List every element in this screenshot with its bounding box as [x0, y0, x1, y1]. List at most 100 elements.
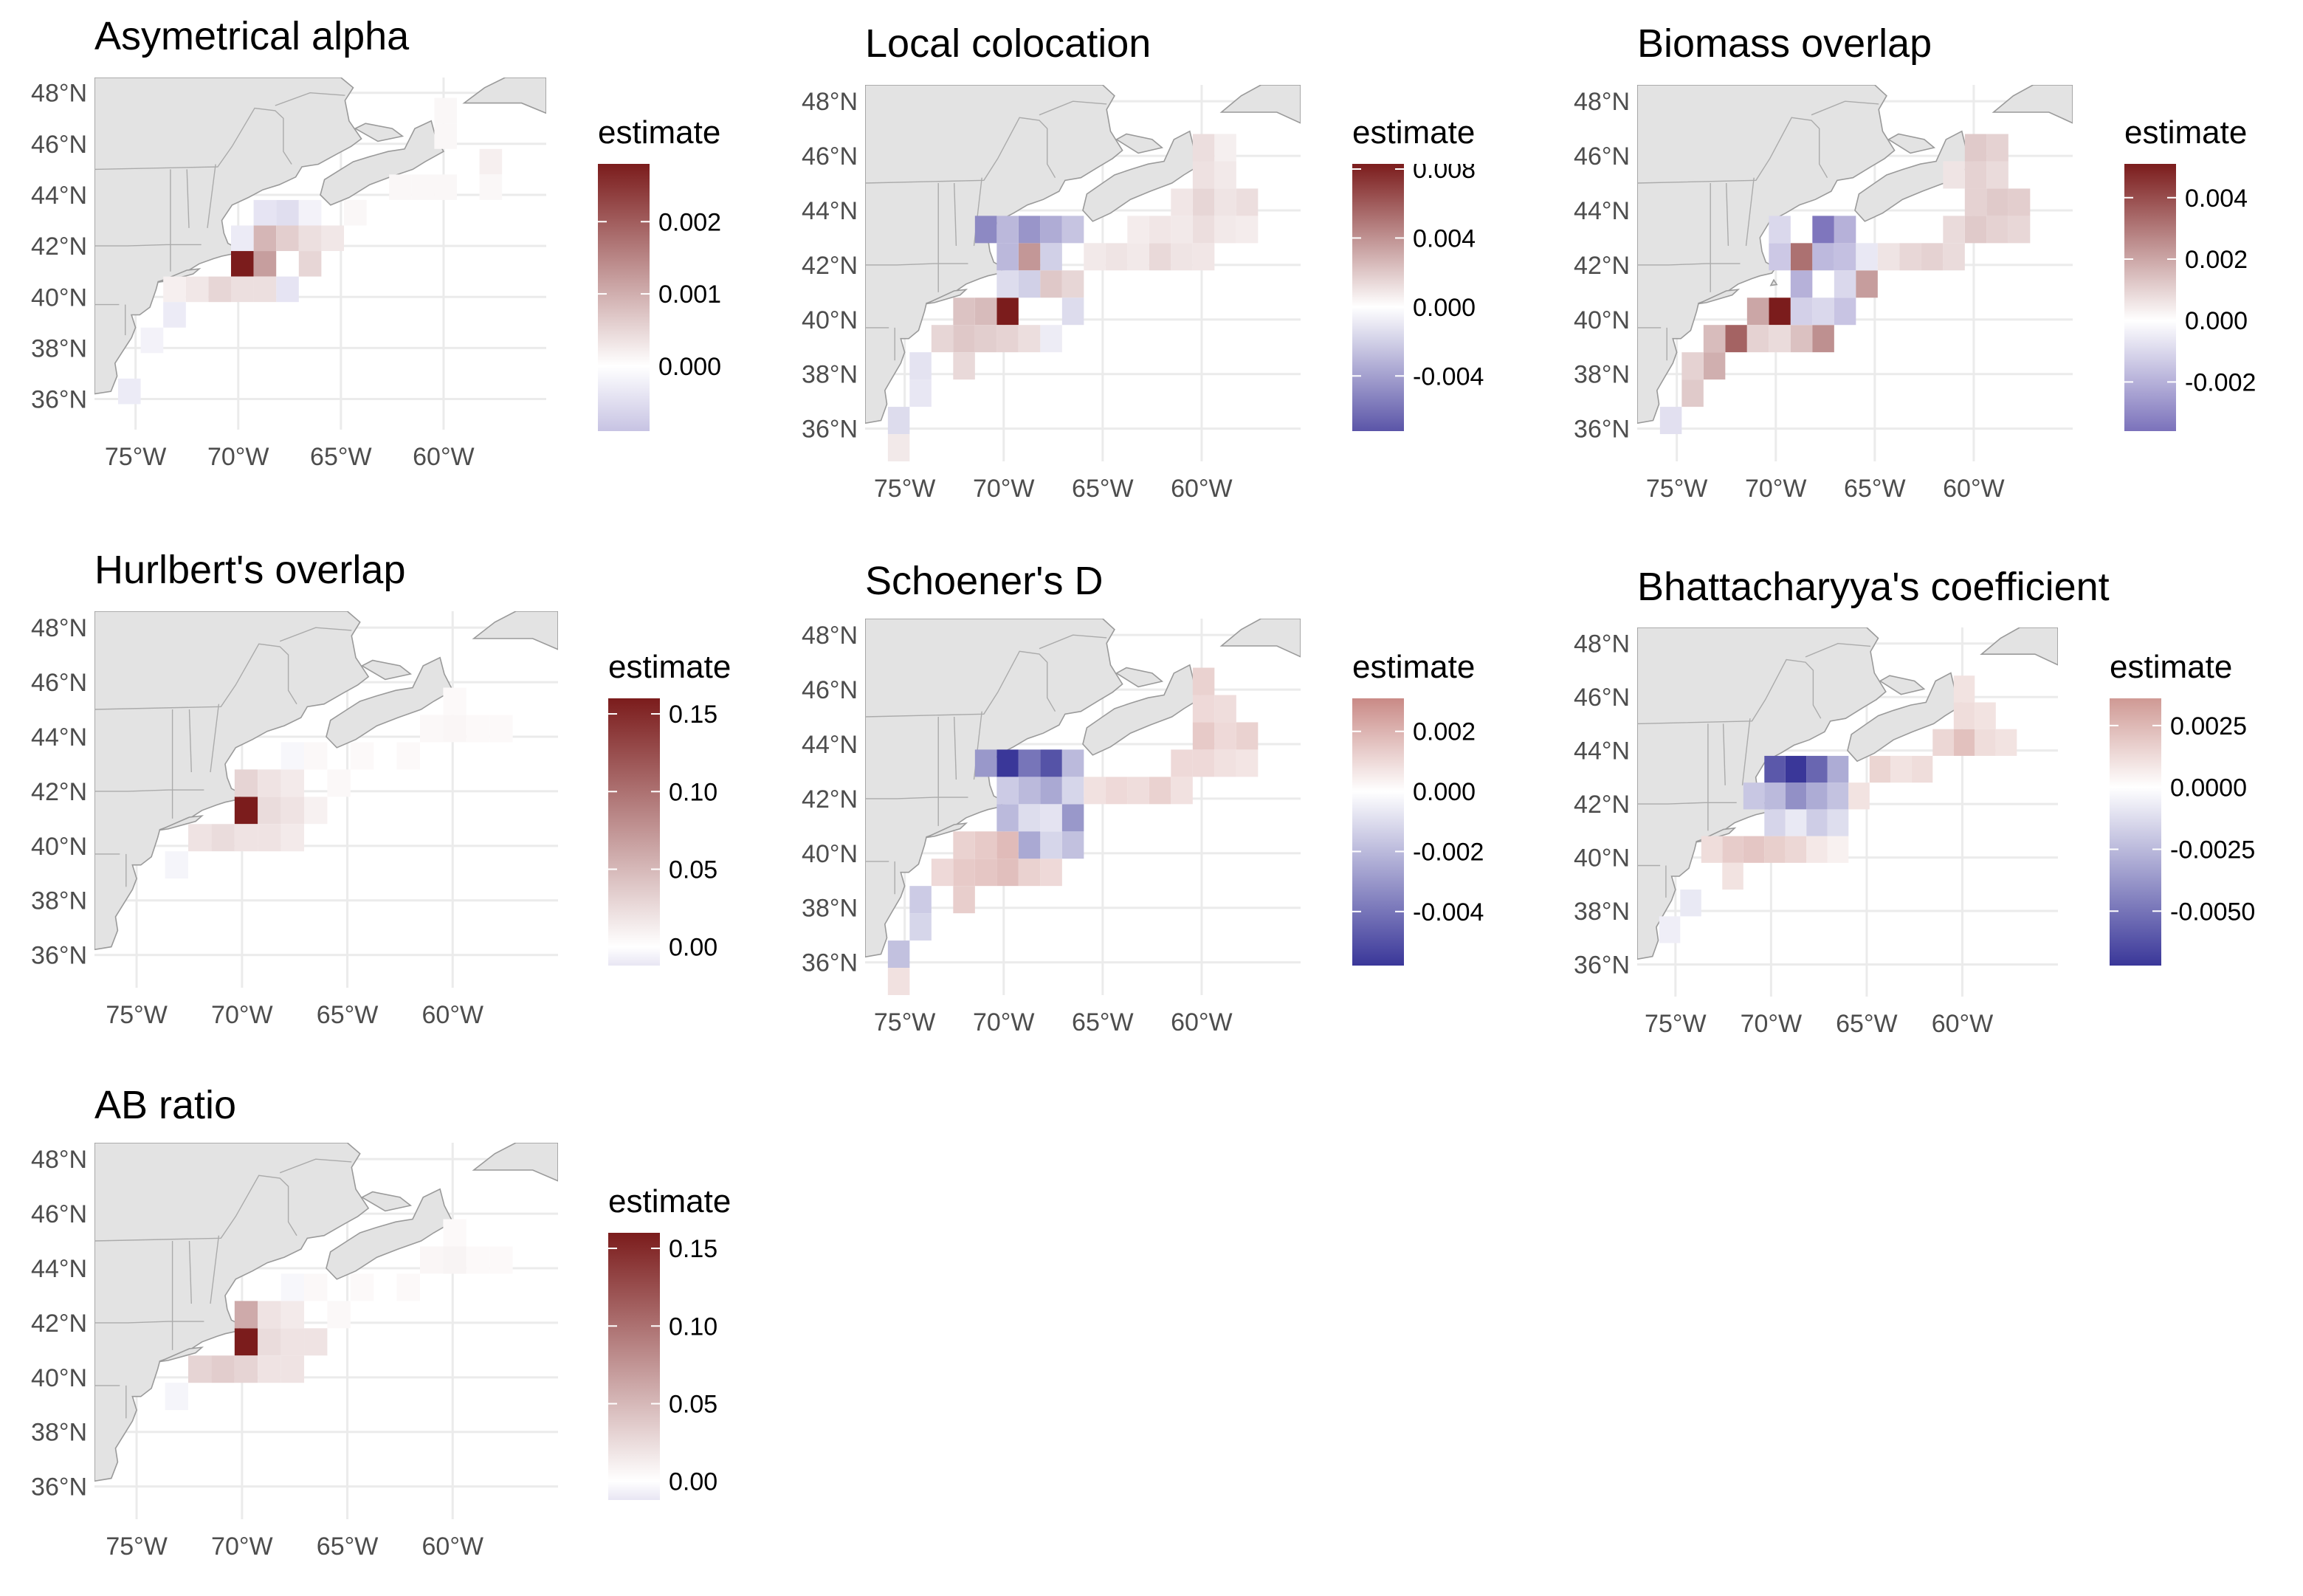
grid-cell	[887, 940, 910, 969]
grid-cell	[211, 824, 235, 852]
legend-title: estimate	[608, 1183, 731, 1220]
y-tick-label: 36°N	[1574, 416, 1630, 444]
grid-cell	[1911, 755, 1933, 783]
land-polygon	[1879, 675, 1926, 695]
grid-cell	[1869, 755, 1891, 783]
x-tick-label: 70°W	[211, 1533, 273, 1561]
grid-cell	[1214, 134, 1236, 162]
grid-cell	[304, 797, 328, 825]
grid-cell	[1192, 161, 1215, 189]
x-tick-label: 60°W	[1932, 1010, 1994, 1038]
y-tick-label: 38°N	[31, 887, 87, 915]
y-tick-label: 40°N	[1574, 306, 1630, 334]
colorbar-tick-label: 0.000	[2185, 307, 2248, 335]
colorbar-tick-label: 0.10	[669, 1313, 717, 1341]
state-border	[1637, 658, 1822, 725]
x-tick-label: 75°W	[1645, 1010, 1707, 1038]
y-tick-label: 44°N	[802, 197, 858, 225]
colorbar-gradient	[598, 164, 650, 431]
grid-cell	[1827, 782, 1849, 810]
y-tick-label: 38°N	[802, 361, 858, 389]
grid-cell	[1806, 809, 1828, 836]
grid-cell	[931, 325, 954, 353]
x-tick-label: 65°W	[1072, 1008, 1134, 1036]
grid-cell	[1899, 243, 1921, 271]
x-tick-label: 65°W	[1072, 475, 1134, 503]
state-border	[186, 169, 190, 228]
grid-cell	[258, 797, 281, 825]
grid-cell	[1953, 729, 1975, 756]
legend-title: estimate	[2110, 649, 2233, 685]
grid-cell	[165, 851, 189, 879]
x-tick-label: 65°W	[1836, 1010, 1898, 1038]
y-tick-label: 46°N	[802, 676, 858, 704]
grid-cell	[258, 1355, 281, 1383]
grid-cell	[887, 407, 910, 435]
grid-cell	[1018, 804, 1041, 832]
colorbar-gradient	[608, 698, 660, 966]
grid-cell	[1127, 243, 1149, 271]
y-tick-label: 46°N	[31, 131, 87, 159]
grid-cell	[280, 742, 305, 770]
colorbar-gradient	[1352, 698, 1404, 966]
grid-cell	[1040, 243, 1062, 271]
grid-cell	[996, 243, 1019, 271]
y-tick-label: 42°N	[31, 233, 87, 261]
grid-cell	[280, 1301, 305, 1329]
grid-cell	[1192, 134, 1215, 162]
x-tick-label: 75°W	[874, 475, 936, 503]
state-border	[188, 1240, 192, 1304]
grid-cell	[1790, 325, 1813, 353]
grid-cell	[253, 199, 277, 226]
y-tick-label: 42°N	[802, 785, 858, 814]
grid-cell	[1722, 836, 1743, 863]
grid-cell	[327, 1301, 351, 1329]
grid-cell	[1149, 216, 1171, 244]
grid-cell	[188, 824, 212, 852]
land-polygon	[472, 611, 558, 650]
grid-cell	[1785, 782, 1807, 810]
y-tick-label: 48°N	[31, 614, 87, 642]
land-polygon	[1980, 627, 2058, 666]
y-tick-label: 44°N	[31, 182, 87, 210]
grid-cell	[1806, 782, 1828, 810]
colorbar-tick-label: 0.000	[1413, 294, 1476, 322]
grid-cell	[280, 1328, 305, 1356]
grid-cell	[2008, 216, 2031, 244]
colorbar-tick-label: 0.00	[669, 934, 717, 962]
grid-cell	[420, 1246, 444, 1274]
land-polygon	[159, 815, 204, 831]
grid-cell	[996, 325, 1019, 353]
grid-cell	[396, 742, 421, 770]
grid-cell	[234, 797, 258, 825]
grid-cell	[1214, 161, 1236, 189]
grid-cell	[974, 216, 997, 244]
state-border	[1811, 100, 1879, 116]
grid-cell	[1018, 270, 1041, 298]
state-border	[1637, 263, 1741, 266]
legend-colorbar: 0.008 0.004 0.000 -0.004	[1352, 164, 1484, 431]
colorbar-gradient	[1352, 164, 1404, 431]
colorbar-tick-label: 0.0025	[2170, 712, 2247, 740]
grid-cell	[1061, 216, 1084, 244]
state-border	[94, 1174, 297, 1242]
grid-cell	[276, 199, 299, 226]
x-tick-label: 75°W	[106, 1533, 168, 1561]
land-polygon	[159, 1346, 204, 1363]
grid-cell	[996, 297, 1019, 326]
grid-cell	[1834, 216, 1856, 244]
grid-cell	[1018, 216, 1041, 244]
grid-cell	[1084, 777, 1106, 805]
grid-cell	[1746, 325, 1769, 353]
grid-cell	[974, 297, 997, 326]
colorbar-gradient	[608, 1233, 660, 1500]
panel-title: Local colocation	[865, 21, 1152, 66]
state-border	[94, 244, 202, 247]
state-border	[207, 164, 216, 228]
legend-title: estimate	[1352, 114, 1476, 151]
map-plot: 75°W 70°W 65°W 60°W 36°N 38°N 40°N 42°N 44°N 46°N…	[802, 85, 1301, 503]
grid-cell	[1764, 809, 1786, 836]
grid-cell	[466, 1246, 490, 1274]
land-polygon	[1769, 278, 1778, 286]
